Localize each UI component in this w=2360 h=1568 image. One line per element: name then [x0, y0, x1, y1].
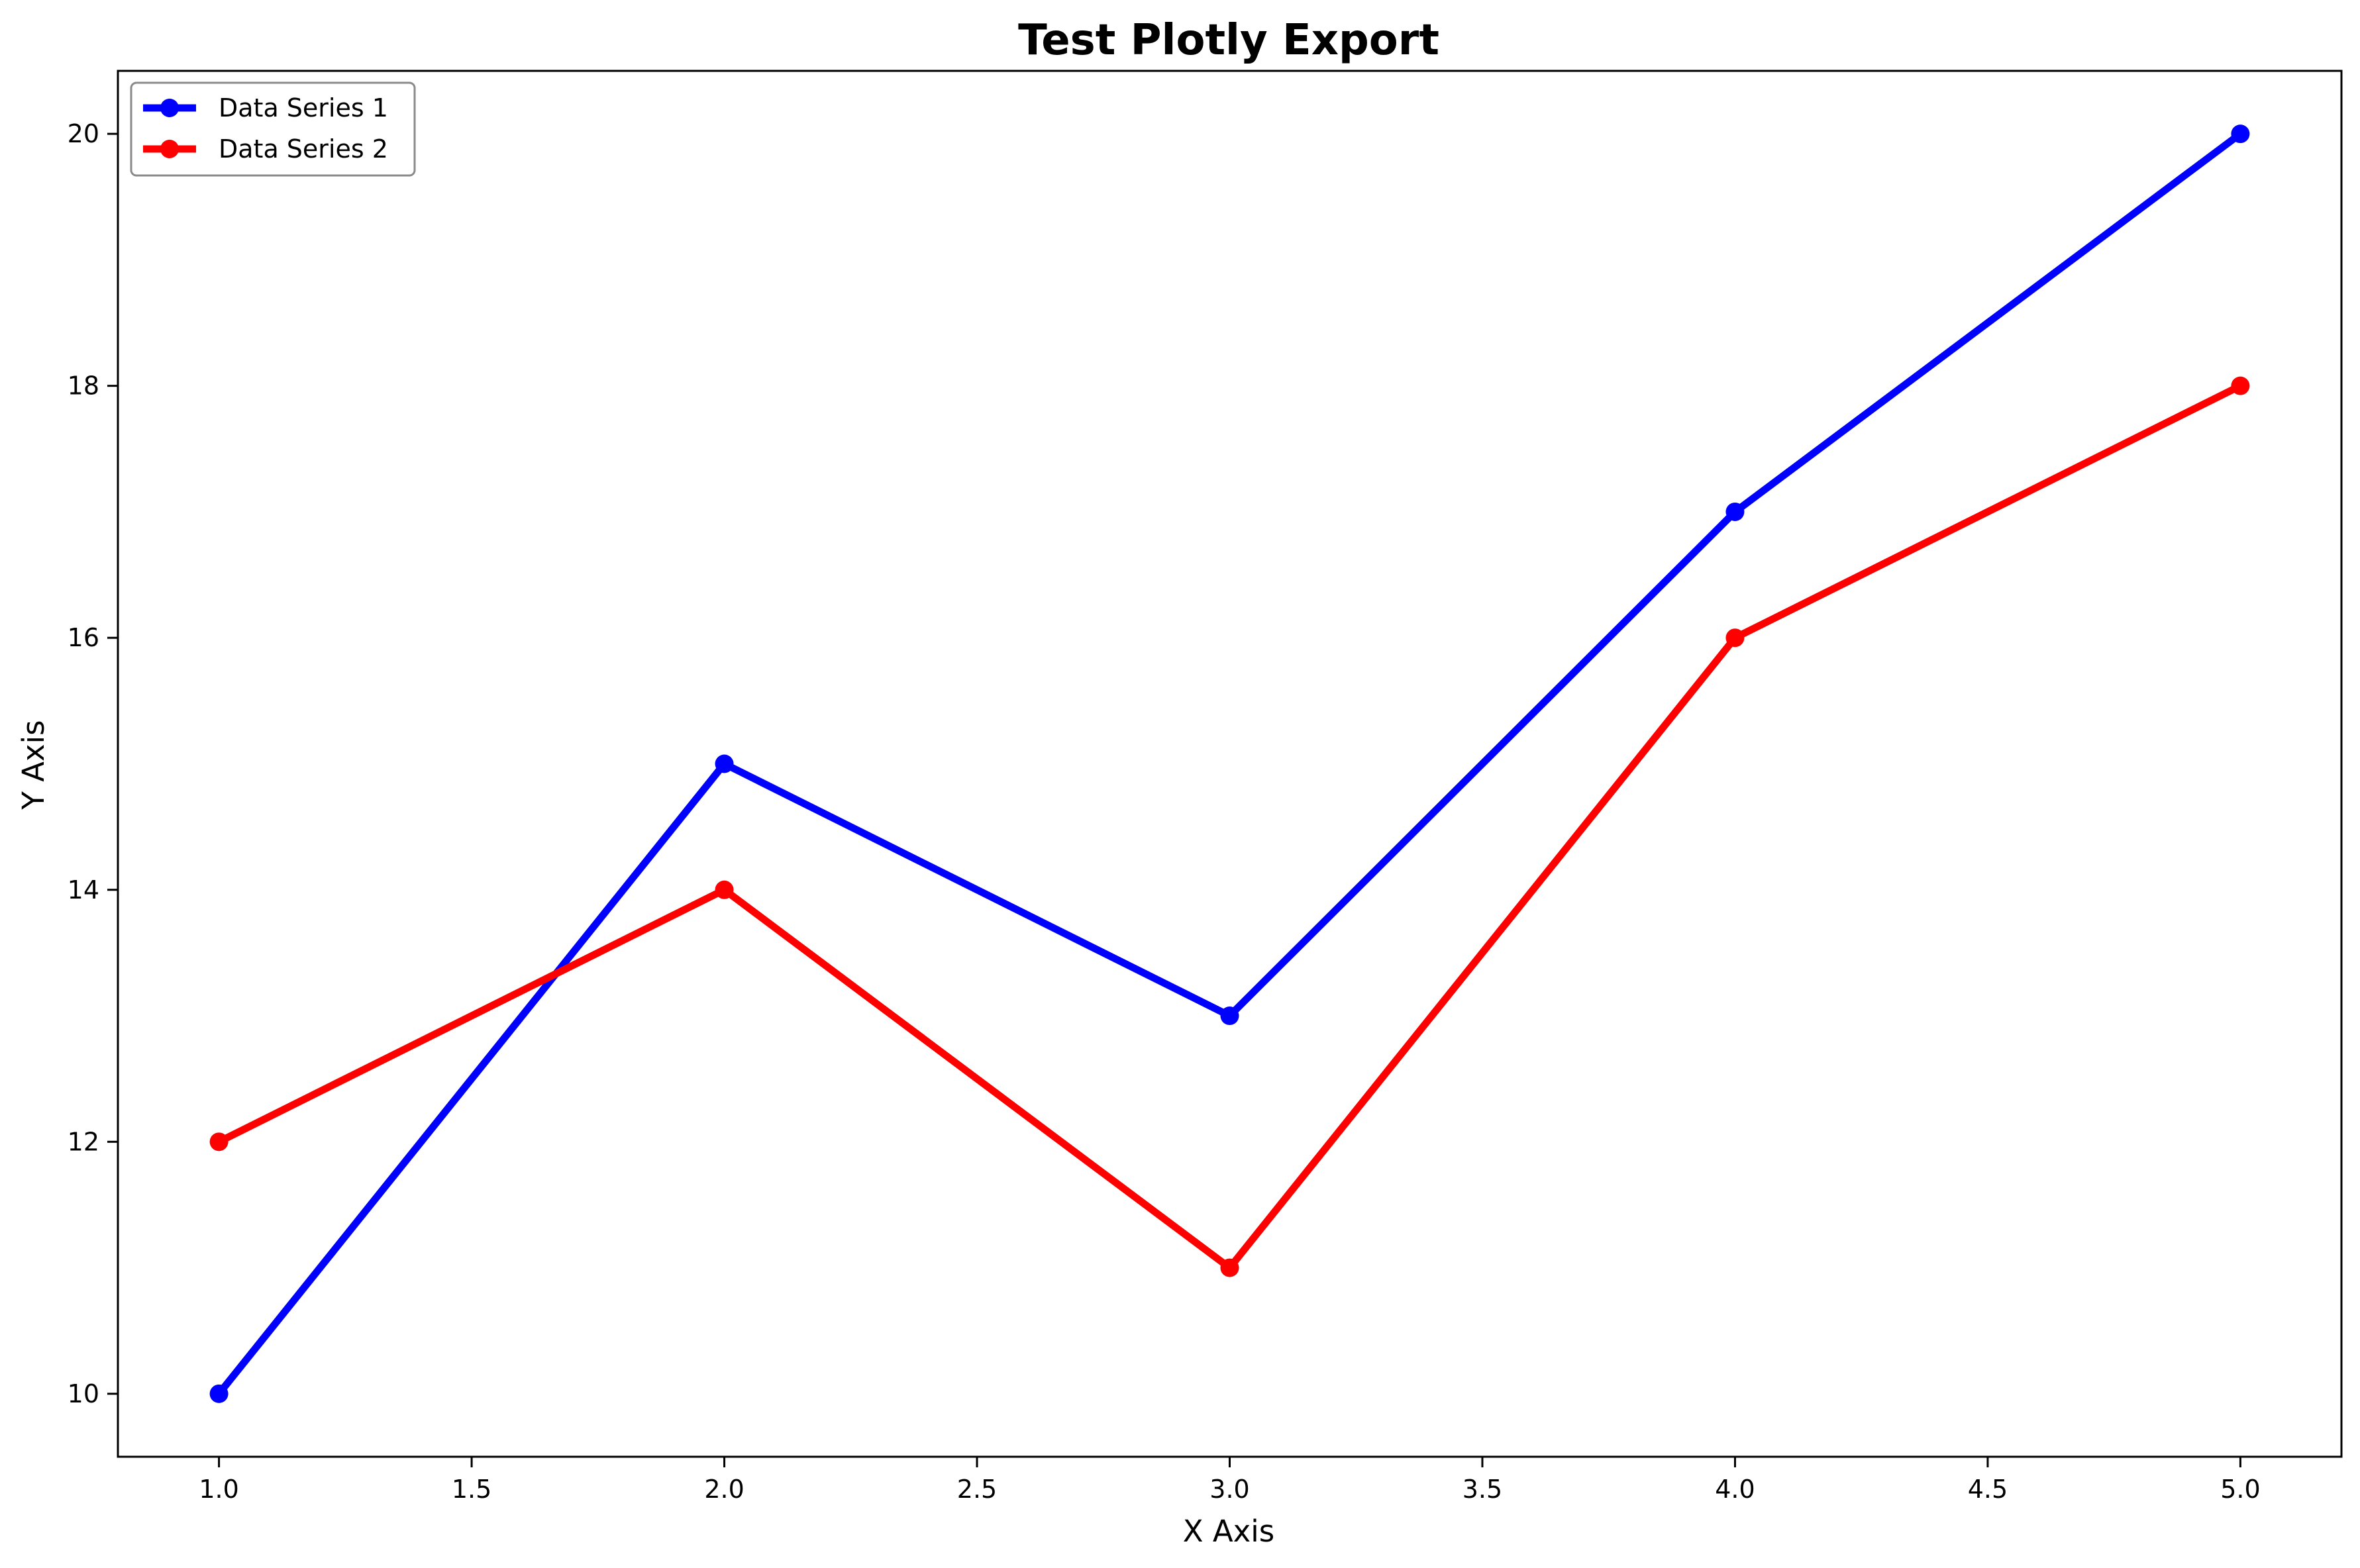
- chart-title: Test Plotly Export: [1018, 16, 1439, 65]
- x-tick-label: 2.5: [957, 1475, 997, 1504]
- x-tick-label: 3.5: [1462, 1475, 1502, 1504]
- x-tick-label: 1.0: [199, 1475, 238, 1504]
- y-tick-label: 10: [68, 1379, 99, 1408]
- x-tick-label: 1.5: [452, 1475, 491, 1504]
- x-axis-ticks: 1.0 1.5 2.0 2.5 3.0 3.5 4.0 4.5 5.0: [199, 1457, 2261, 1504]
- x-tick-label: 4.0: [1715, 1475, 1755, 1504]
- y-tick-label: 16: [68, 623, 99, 652]
- y-tick-label: 12: [68, 1127, 99, 1156]
- x-tick-label: 3.0: [1209, 1475, 1249, 1504]
- series-2-point: [209, 1132, 229, 1152]
- legend-label: Data Series 1: [219, 93, 388, 122]
- y-tick-label: 14: [68, 875, 99, 905]
- y-tick-label: 18: [68, 371, 99, 401]
- x-tick-label: 2.0: [704, 1475, 744, 1504]
- y-tick-label: 20: [68, 119, 99, 148]
- series-1-point: [209, 1384, 229, 1403]
- legend-swatch-marker: [160, 140, 179, 158]
- series-2-point: [1725, 628, 1745, 648]
- x-tick-label: 4.5: [1968, 1475, 2008, 1504]
- series-1-point: [1220, 1006, 1239, 1026]
- series-2-point: [715, 880, 734, 899]
- y-axis-label: Y Axis: [16, 720, 51, 810]
- series-1-point: [715, 754, 734, 773]
- legend-label: Data Series 2: [219, 134, 388, 164]
- series-1-point: [2231, 124, 2250, 144]
- x-tick-label: 5.0: [2220, 1475, 2260, 1504]
- series-2-point: [2231, 376, 2250, 395]
- legend-swatch-marker: [160, 99, 179, 117]
- series-group: [209, 124, 2250, 1403]
- y-axis-ticks: 10 12 14 16 18 20: [68, 119, 118, 1408]
- x-axis-label: X Axis: [1183, 1514, 1275, 1549]
- legend: Data Series 1 Data Series 2: [130, 81, 416, 177]
- series-1-point: [1725, 502, 1745, 521]
- series-2-point: [1220, 1258, 1239, 1277]
- legend-box: [130, 81, 416, 177]
